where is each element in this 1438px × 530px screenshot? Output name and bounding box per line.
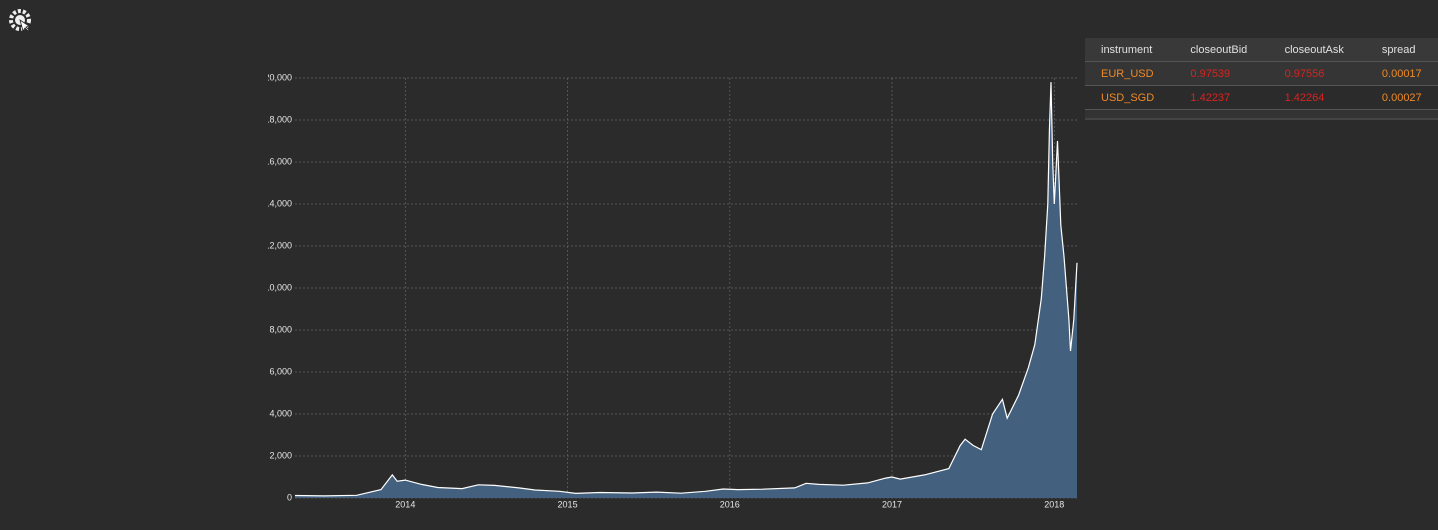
- instrument: EUR_USD: [1085, 61, 1175, 86]
- row[interactable]: EUR_USD 0.97539 0.97556 0.00017: [1085, 61, 1438, 86]
- area: [295, 82, 1077, 498]
- y-tick-label: 8,000: [269, 324, 292, 334]
- row[interactable]: USD_SGD 1.42237 1.42264 0.00027: [1085, 85, 1438, 110]
- x-tick-label: 2016: [720, 499, 740, 509]
- quote-table: instrument closeoutBid closeoutAsk sprea…: [1085, 38, 1438, 110]
- header-row: instrument closeoutBid closeoutAsk sprea…: [1085, 38, 1438, 62]
- y-tick-label: 18,000: [268, 114, 292, 124]
- ask: 1.42264: [1268, 85, 1366, 110]
- x-tick-label: 2014: [395, 499, 415, 509]
- y-tick-label: 20,000: [268, 72, 292, 82]
- header-cell: instrument: [1085, 38, 1175, 62]
- y-tick-label: 16,000: [268, 156, 292, 166]
- y-tick-label: 2,000: [269, 450, 292, 460]
- app-icon[interactable]: [6, 6, 36, 36]
- header-cell: closeoutAsk: [1268, 38, 1366, 62]
- spread: 0.00027: [1365, 85, 1438, 110]
- y-tick-label: 6,000: [269, 366, 292, 376]
- header-cell: closeoutBid: [1174, 38, 1269, 62]
- x-tick-label: 2018: [1044, 499, 1064, 509]
- y-tick-label: 14,000: [268, 198, 292, 208]
- y-tick-label: 10,000: [268, 282, 292, 292]
- bid: 1.42237: [1174, 85, 1269, 110]
- x-tick-label: 2017: [882, 499, 902, 509]
- y-tick-label: 12,000: [268, 240, 292, 250]
- y-tick-label: 0: [287, 492, 292, 502]
- bid: 0.97539: [1174, 61, 1269, 86]
- table-footer: [1085, 110, 1438, 120]
- spread: 0.00017: [1365, 61, 1438, 86]
- ask: 0.97556: [1268, 61, 1366, 86]
- y-tick-label: 4,000: [269, 408, 292, 418]
- chart: 0 2,000 4,000 6,000 8,000 10,000 12,000 14,000 1…: [268, 72, 1078, 509]
- x-tick-label: 2015: [558, 499, 578, 509]
- line: [294, 82, 1078, 497]
- instrument: USD_SGD: [1085, 85, 1175, 110]
- header-cell: spread: [1365, 38, 1438, 62]
